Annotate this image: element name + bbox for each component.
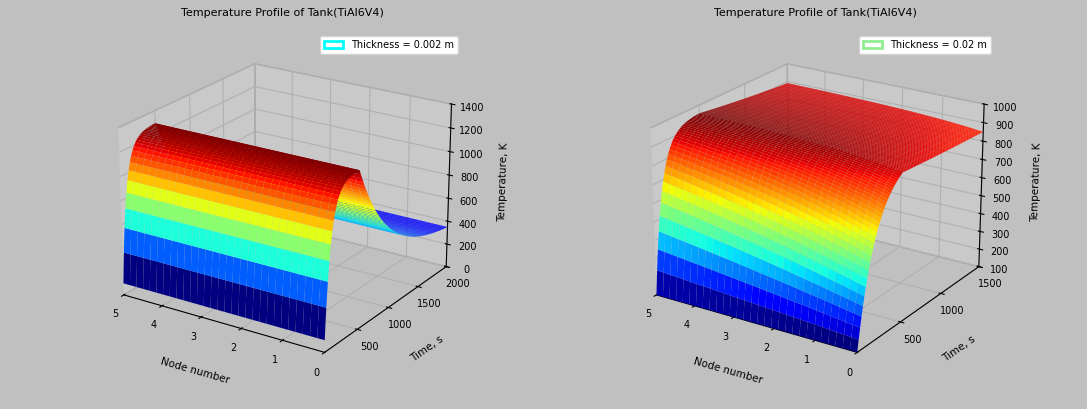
Title: Temperature Profile of Tank(TiAl6V4): Temperature Profile of Tank(TiAl6V4) [714, 8, 916, 18]
Legend: Thickness = 0.02 m: Thickness = 0.02 m [859, 36, 990, 54]
Y-axis label: Time, s: Time, s [409, 334, 445, 364]
X-axis label: Node number: Node number [692, 357, 763, 386]
X-axis label: Node number: Node number [160, 357, 230, 386]
Legend: Thickness = 0.002 m: Thickness = 0.002 m [321, 36, 458, 54]
Title: Temperature Profile of Tank(TiAl6V4): Temperature Profile of Tank(TiAl6V4) [182, 8, 384, 18]
Y-axis label: Time, s: Time, s [941, 334, 977, 364]
